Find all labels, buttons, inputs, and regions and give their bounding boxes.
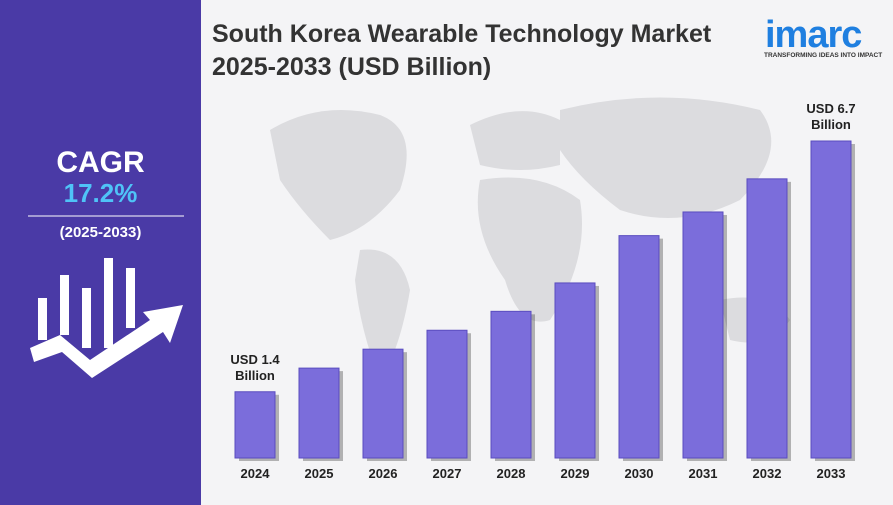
chart-title: South Korea Wearable Technology Market 2… [212, 20, 712, 81]
bar [426, 329, 468, 459]
value-label: USD 6.7 Billion [806, 101, 856, 132]
bar [234, 391, 276, 459]
cagr-label: CAGR [56, 146, 145, 179]
bar [618, 235, 660, 459]
bar [554, 282, 596, 459]
bar [810, 140, 852, 459]
world-map [270, 97, 790, 380]
sidebar: CAGR 17.2% (2025-2033) [0, 0, 201, 505]
x-tick-label: 2027 [432, 466, 462, 481]
bar [746, 178, 788, 459]
cagr-period: (2025-2033) [59, 224, 142, 241]
logo-tagline: TRANSFORMING IDEAS INTO IMPACT [764, 52, 883, 59]
x-tick-label: 2028 [496, 466, 526, 481]
x-tick-label: 2032 [752, 466, 782, 481]
logo: imarc [765, 14, 862, 56]
x-tick-label: 2029 [560, 466, 590, 481]
x-tick-label: 2031 [688, 466, 718, 481]
x-tick-label: 2026 [368, 466, 398, 481]
x-tick-label: 2030 [624, 466, 654, 481]
x-tick-label: 2033 [816, 466, 846, 481]
x-tick-label: 2024 [240, 466, 270, 481]
growth-icon [28, 215, 184, 378]
bar [490, 310, 532, 459]
value-label: USD 1.4 Billion [230, 351, 280, 383]
x-tick-label: 2025 [304, 466, 334, 481]
bar [682, 211, 724, 459]
cagr-value: 17.2% [63, 178, 138, 208]
bar [298, 367, 340, 459]
bar [362, 348, 404, 459]
